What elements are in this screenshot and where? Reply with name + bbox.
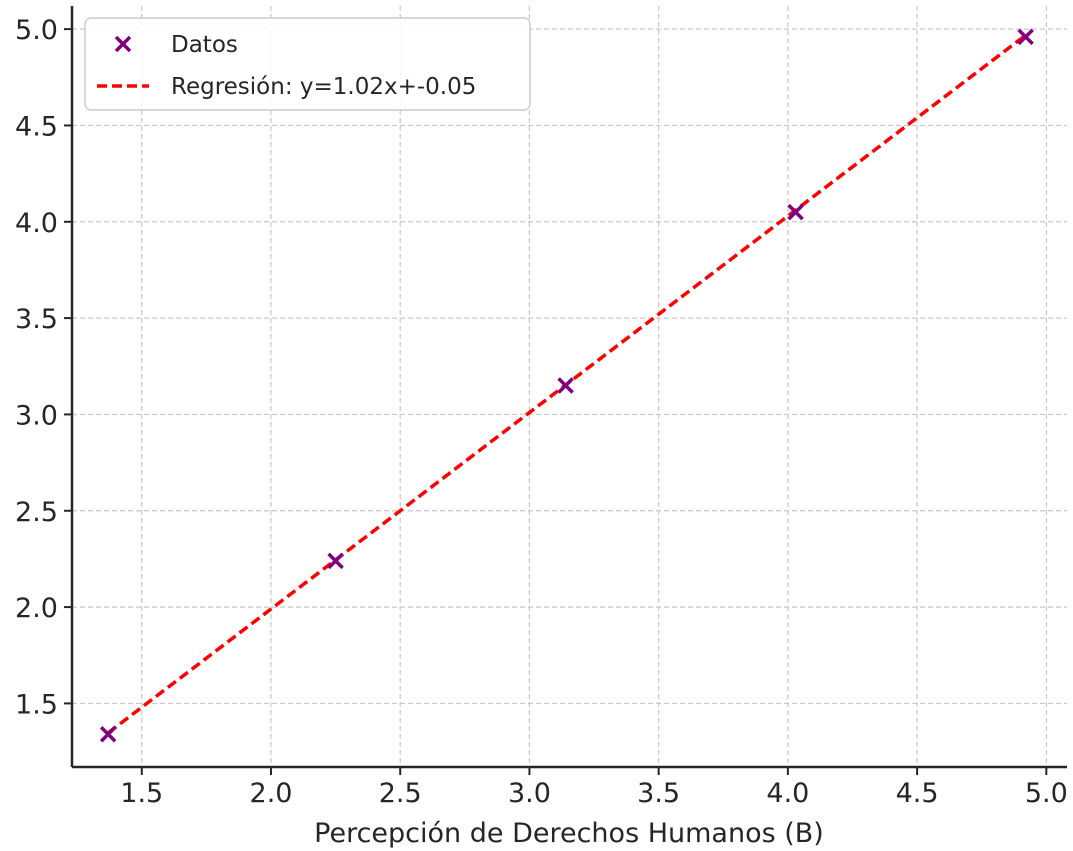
x-axis-label: Percepción de Derechos Humanos (B) [314,818,824,849]
legend-regression-label: Regresión: y=1.02x+-0.05 [171,74,476,100]
x-tick-label: 3.5 [637,778,680,809]
y-tick-label: 2.5 [15,497,58,528]
x-tick-label: 2.5 [379,778,422,809]
axes-spines [70,6,1067,769]
legend-datos-label: Datos [171,32,238,58]
data-point [327,552,344,570]
legend-datos-marker [114,35,132,53]
legend-box [84,17,531,111]
plot-area [99,28,1034,743]
data-point [99,726,117,743]
y-axis-ticks: 1.5 2.0 2.5 3.0 3.5 4.0 4.5 5.0 [15,15,72,720]
y-tick-label: 3.5 [15,304,58,335]
y-tick-label: 3.0 [15,400,58,431]
y-tick-label: 2.0 [15,593,58,624]
x-tick-label: 4.5 [896,778,939,809]
grid [72,6,1067,767]
legend: Datos Regresión: y=1.02x+-0.05 [84,17,531,111]
x-tick-label: 4.0 [766,778,809,809]
x-tick-label: 2.0 [250,778,293,809]
data-point [787,203,804,221]
legend-x-marker [114,35,132,53]
y-tick-label: 5.0 [15,15,58,46]
x-axis-ticks: 1.5 2.0 2.5 3.0 3.5 4.0 4.5 5.0 [120,767,1068,809]
x-tick-label: 5.0 [1025,778,1068,809]
data-point [1017,28,1034,46]
y-tick-label: 4.5 [15,111,58,142]
x-tick-label: 1.5 [120,778,163,809]
data-point [557,377,574,394]
x-tick-label: 3.0 [508,778,551,809]
y-tick-label: 1.5 [15,689,58,720]
y-tick-label: 4.0 [15,208,58,239]
